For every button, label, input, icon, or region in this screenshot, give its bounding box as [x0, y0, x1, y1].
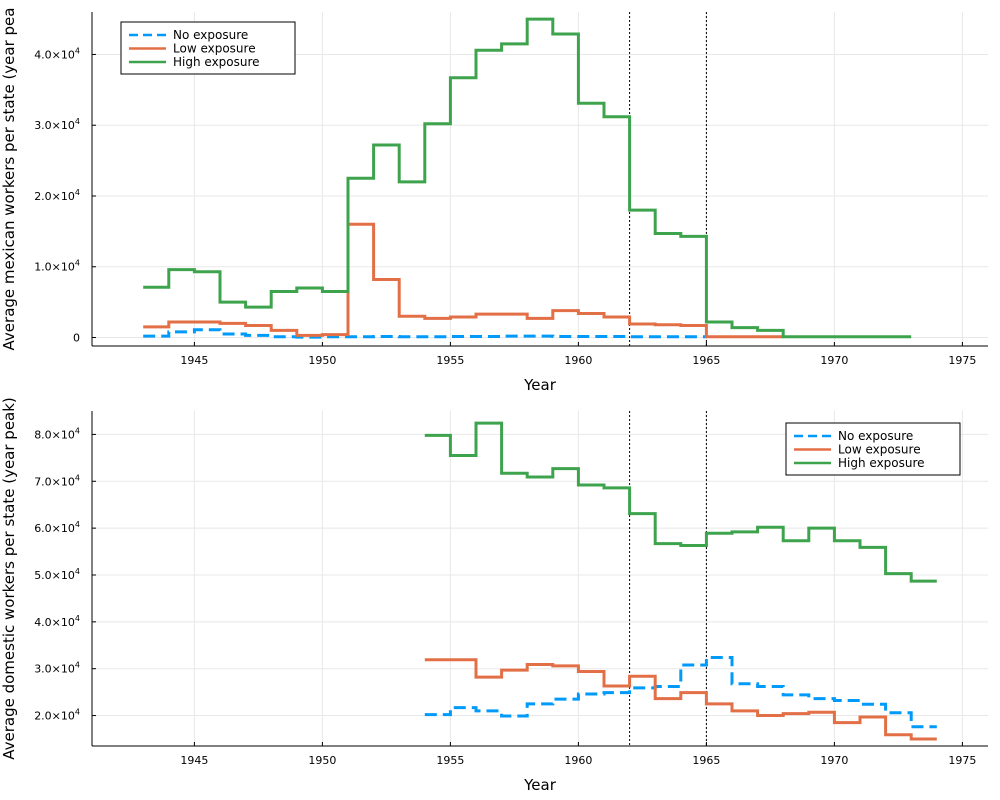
series-line-low-exposure — [424, 658, 937, 741]
y-tick-label: 2.0×104 — [34, 708, 80, 723]
x-tick-label: 1955 — [436, 754, 464, 767]
y-tick-label: 7.0×104 — [34, 473, 80, 488]
legend-label: No exposure — [173, 28, 248, 42]
y-tick-label: 3.0×104 — [34, 661, 80, 676]
y-tick-label: 1.0×104 — [34, 259, 80, 274]
legend-label: High exposure — [173, 55, 260, 69]
legend-label: Low exposure — [838, 443, 921, 457]
y-tick-label: 4.0×104 — [34, 46, 80, 61]
x-axis-title: Year — [523, 776, 557, 794]
y-tick-label: 4.0×104 — [34, 614, 80, 629]
legend-label: No exposure — [838, 429, 913, 443]
y-axis-title: Average domestic workers per state (year… — [0, 397, 18, 760]
y-tick-label: 8.0×104 — [34, 426, 80, 441]
y-tick-label: 0 — [73, 332, 80, 345]
x-tick-label: 1970 — [820, 754, 848, 767]
y-axis-title: Average mexican workers per state (year … — [0, 8, 18, 351]
chart-panel-2: 1945 1950 1955 1960 1965 1970 1975 2.0×104 3.0×1… — [0, 397, 988, 794]
x-tick-label: 1950 — [308, 354, 336, 367]
legend-label: Low exposure — [173, 42, 256, 56]
series-line-no-exposure — [424, 655, 937, 729]
chart-panel-1: 1945 1950 1955 1960 1965 1970 1975 0 1.0×104 2.0×… — [0, 8, 988, 394]
x-tick-label: 1945 — [180, 354, 208, 367]
x-tick-label: 1960 — [564, 354, 592, 367]
legend-label: High exposure — [838, 456, 925, 470]
series-line-high-exposure — [424, 421, 937, 583]
x-tick-label: 1955 — [436, 354, 464, 367]
x-tick-label: 1965 — [692, 754, 720, 767]
y-tick-label: 6.0×104 — [34, 520, 80, 535]
x-tick-label: 1950 — [308, 754, 336, 767]
series-line-high-exposure — [143, 17, 912, 339]
x-tick-label: 1975 — [948, 354, 976, 367]
x-tick-label: 1960 — [564, 754, 592, 767]
y-tick-label: 5.0×104 — [34, 567, 80, 582]
series-line-low-exposure — [143, 222, 784, 339]
x-tick-label: 1975 — [948, 754, 976, 767]
x-tick-label: 1945 — [180, 754, 208, 767]
x-tick-label: 1970 — [820, 354, 848, 367]
y-tick-label: 3.0×104 — [34, 117, 80, 132]
y-tick-label: 2.0×104 — [34, 188, 80, 203]
x-tick-label: 1965 — [692, 354, 720, 367]
series-line-no-exposure — [143, 328, 707, 339]
x-axis-title: Year — [523, 376, 557, 394]
